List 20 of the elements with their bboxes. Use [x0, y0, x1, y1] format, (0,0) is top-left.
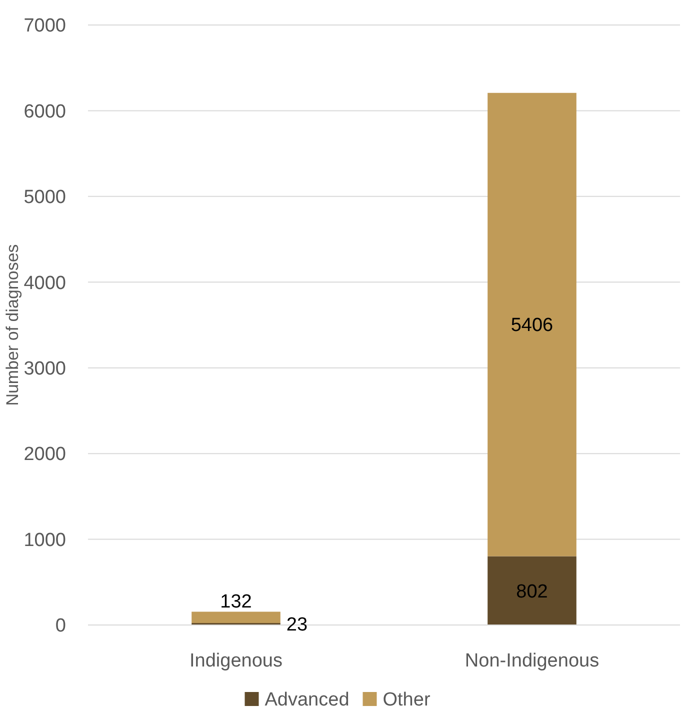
bar	[488, 92, 576, 556]
legend-label: Advanced	[264, 690, 350, 711]
data-label: 132	[220, 592, 252, 613]
y-tick-label: 1000	[24, 530, 66, 551]
y-tick-label: 3000	[24, 358, 66, 380]
y-tick-label: 0	[55, 616, 66, 637]
bar	[488, 556, 576, 625]
y-tick-label: 4000	[24, 272, 66, 294]
y-axis-title: Number of diagnoses	[3, 244, 22, 406]
bar	[192, 612, 280, 624]
y-tick-label: 2000	[24, 444, 66, 466]
x-tick-label: Indigenous	[190, 650, 282, 672]
legend-label: Other	[382, 690, 431, 711]
x-tick-label: Non-Indigenous	[464, 650, 600, 672]
y-tick-label: 6000	[24, 101, 66, 122]
y-tick-label: 5000	[24, 187, 66, 208]
data-label: 5406	[510, 315, 554, 336]
data-label: 802	[516, 581, 548, 602]
data-label: 23	[286, 614, 308, 636]
y-tick-label: 7000	[24, 16, 66, 37]
